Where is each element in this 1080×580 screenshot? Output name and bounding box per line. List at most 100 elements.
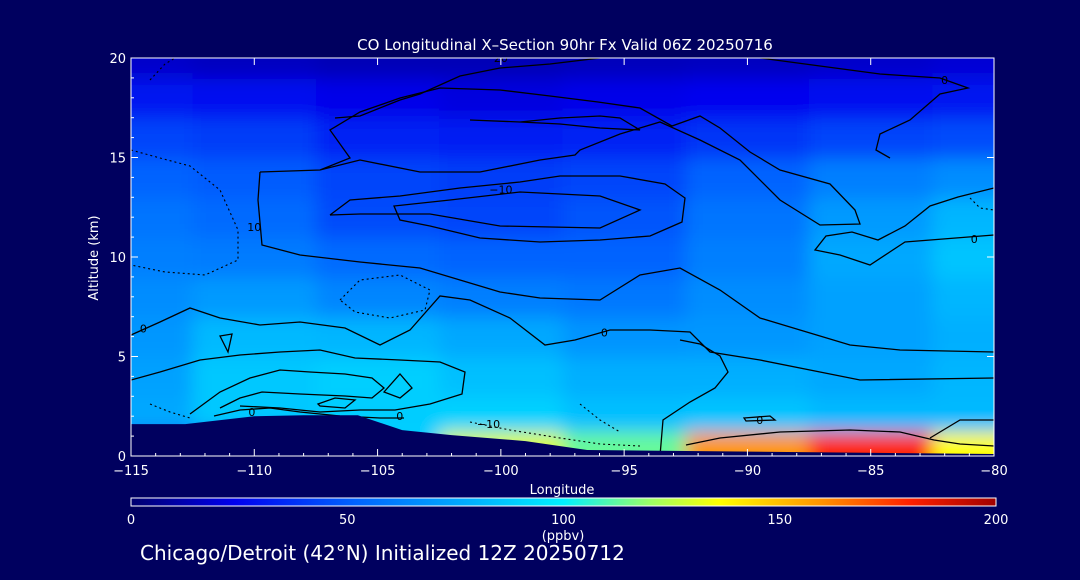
field-cell (439, 77, 564, 119)
colorbar-tick-label: 50 (339, 513, 356, 528)
colorbar-gradient (130, 497, 997, 507)
contour-line (259, 87, 861, 226)
field-cell (192, 237, 317, 278)
field-cell (562, 157, 687, 199)
colorbar: 0 50 100 150 200 (ppbv) (127, 497, 1009, 544)
contour-line (469, 115, 641, 131)
field-cell (192, 58, 317, 79)
field-cell (932, 58, 994, 79)
field-cell (809, 356, 934, 398)
colorbar-tick-label: 200 (984, 513, 1009, 528)
field-cell (192, 77, 317, 119)
y-tick-label: 15 (109, 152, 126, 167)
contour-line (257, 171, 994, 353)
field-cell (439, 276, 564, 318)
contour-line (334, 58, 601, 119)
field-cell (809, 117, 934, 159)
field-cell (131, 237, 194, 278)
field-cell (131, 58, 194, 79)
x-tick-label: −80 (980, 464, 1007, 479)
field-cell (685, 58, 811, 79)
field-cell (562, 58, 687, 79)
contour-lines (131, 58, 994, 456)
contour-line (685, 429, 994, 447)
contour-line (579, 403, 621, 433)
field-cell (439, 117, 564, 159)
field-cell (809, 157, 934, 199)
x-tick-label: −110 (236, 464, 272, 479)
field-cell (562, 197, 687, 239)
field-cell (315, 117, 441, 159)
field-cell (809, 58, 934, 79)
contour-label: 0 (396, 410, 403, 423)
contour-line (759, 58, 971, 159)
x-tick-label: −90 (734, 464, 761, 479)
field-cell (131, 77, 194, 119)
x-tick-label: −95 (610, 464, 637, 479)
field-cell (131, 316, 194, 358)
contour-line (339, 274, 431, 319)
field-cell (562, 237, 687, 278)
contour-line (149, 58, 176, 81)
field-cell (439, 197, 564, 239)
field-cell (315, 276, 441, 318)
field-cell (685, 117, 811, 159)
colorbar-ticks: 0 50 100 150 200 (127, 513, 1009, 528)
x-tick-label: −85 (857, 464, 884, 479)
field-cell (685, 237, 811, 278)
contour-label: −10 (489, 183, 512, 196)
field-cell (809, 316, 934, 358)
field-cell (315, 356, 441, 398)
contour-line (131, 295, 994, 381)
field-cell (192, 157, 317, 199)
field-cell (932, 157, 994, 199)
field-cell (809, 197, 934, 239)
field-cell (439, 157, 564, 199)
field-cell (932, 237, 994, 278)
field-cell (131, 117, 194, 159)
field-cell (809, 396, 934, 433)
field-cell (315, 77, 441, 119)
contour-line (189, 369, 386, 415)
y-tick-label: 5 (118, 351, 126, 366)
field-cell (192, 276, 317, 318)
contour-line (131, 149, 239, 276)
field-cell (809, 276, 934, 318)
x-tick-label: −115 (113, 464, 149, 479)
contour-label: 10 (247, 221, 261, 234)
contour-line (813, 187, 994, 266)
y-axis: 0 5 10 15 20 (109, 52, 994, 465)
field-cell (315, 157, 441, 199)
field-cell (439, 396, 564, 433)
contour-line (131, 349, 466, 413)
field-cell (685, 77, 811, 119)
field-cell (315, 197, 441, 239)
contour-line (382, 373, 413, 399)
contour-line (929, 419, 994, 439)
field-cell (562, 396, 687, 433)
field-cell (685, 157, 811, 199)
field-cell (315, 58, 441, 79)
contour-label: 0 (248, 406, 255, 419)
field-cell (439, 237, 564, 278)
field-cell (932, 197, 994, 239)
contour-line (742, 415, 777, 422)
chart-title: CO Longitudinal X–Section 90hr Fx Valid … (357, 36, 773, 54)
y-tick-label: 20 (109, 52, 126, 67)
field-cell (562, 316, 687, 358)
field-cell (932, 276, 994, 318)
field-cell (685, 396, 811, 433)
field-cell (932, 77, 994, 119)
field-cell (562, 356, 687, 398)
field-cell (315, 316, 441, 358)
contour-label: −10 (477, 418, 500, 431)
contour-label: 0 (140, 323, 147, 336)
field-cell (685, 197, 811, 239)
field-cell (932, 396, 994, 433)
contour-line (316, 397, 357, 409)
colorbar-label: (ppbv) (542, 529, 585, 544)
